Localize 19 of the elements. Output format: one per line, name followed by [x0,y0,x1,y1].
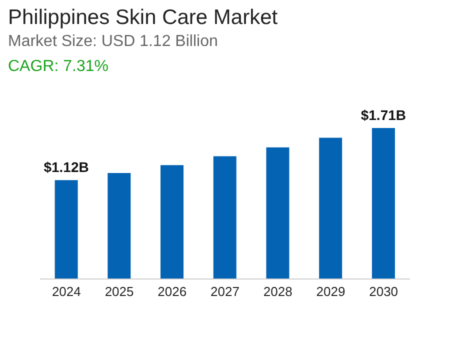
x-tick-label: 2025 [104,284,134,300]
bar [266,147,290,279]
bar [213,156,236,279]
x-tick-label: 2026 [158,284,187,300]
bar [372,128,395,279]
x-tick-label: 2029 [316,284,346,300]
x-tick-label: 2030 [369,284,398,300]
text: CAGR: 7.31% [8,58,108,76]
bar [108,173,131,279]
x-tick-label: 2024 [52,284,81,300]
chart-subtitle: Market Size: USD 1.12 Billion [8,33,218,51]
bar [319,138,342,279]
bar [160,165,184,279]
data-label: $1.71B [360,107,406,123]
data-label: $1.12B [44,159,89,176]
chart-title: Philippines Skin Care Market [8,6,278,30]
x-tick-label: 2028 [263,284,292,300]
x-tick-label: 2027 [210,284,240,300]
bar [54,180,78,279]
